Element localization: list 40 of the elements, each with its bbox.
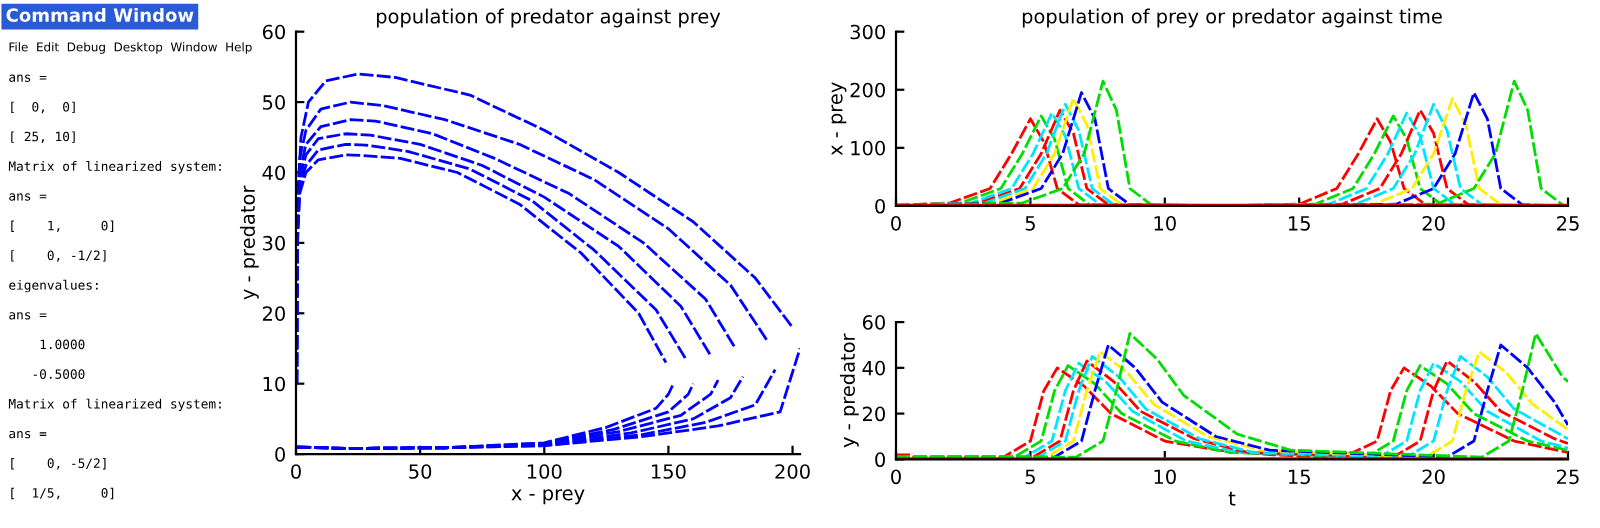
x-tick-label: 15: [1288, 469, 1310, 485]
y-tick-label: 0: [875, 198, 885, 214]
y-tick-label: 60: [262, 24, 285, 40]
x-tick-label: 25: [1557, 469, 1579, 485]
y-tick-label: 30: [263, 235, 285, 251]
text: Command Window: [6, 7, 194, 22]
x-axis-title: x - prey: [511, 489, 585, 505]
x-tick-label: 0: [891, 469, 901, 485]
x-tick-label: 5: [1025, 216, 1035, 231]
y-tick-label: 20: [262, 306, 285, 321]
x-tick-label: 5: [1025, 469, 1035, 485]
x-tick-label: 20: [1422, 215, 1445, 231]
y-tick-label: 0: [275, 447, 285, 462]
y-tick-label: 60: [862, 315, 885, 330]
y-tick-label: 100: [851, 140, 885, 156]
x-tick-label: 150: [651, 464, 686, 479]
x-tick-label: 200: [775, 464, 810, 479]
x-tick-label: 10: [1154, 469, 1176, 485]
y-axis-title: x - prey: [831, 82, 847, 156]
y-axis-title: y - predator: [239, 185, 259, 300]
x-tick-label: 50: [409, 464, 432, 479]
x-tick-label: 15: [1288, 216, 1310, 231]
chart-title: population of prey or predator against time: [1022, 8, 1442, 28]
y-tick-label: 40: [262, 165, 285, 181]
x-axis-title: t: [1228, 491, 1236, 506]
y-tick-label: 20: [862, 406, 885, 422]
y-tick-label: 300: [850, 24, 885, 40]
y-tick-label: 200: [850, 82, 885, 98]
x-tick-label: 0: [891, 215, 901, 231]
y-axis-title: y - predator: [839, 333, 859, 448]
y-tick-label: 10: [263, 376, 285, 392]
y-tick-label: 40: [862, 360, 885, 376]
chart-title: population of predator against prey: [376, 8, 721, 28]
y-tick-label: 50: [263, 95, 285, 110]
x-tick-label: 25: [1557, 215, 1579, 231]
x-tick-label: 10: [1154, 215, 1176, 231]
x-tick-label: 20: [1422, 469, 1445, 485]
x-tick-label: 0: [291, 464, 301, 479]
x-tick-label: 100: [527, 464, 562, 479]
y-tick-label: 0: [875, 452, 885, 468]
